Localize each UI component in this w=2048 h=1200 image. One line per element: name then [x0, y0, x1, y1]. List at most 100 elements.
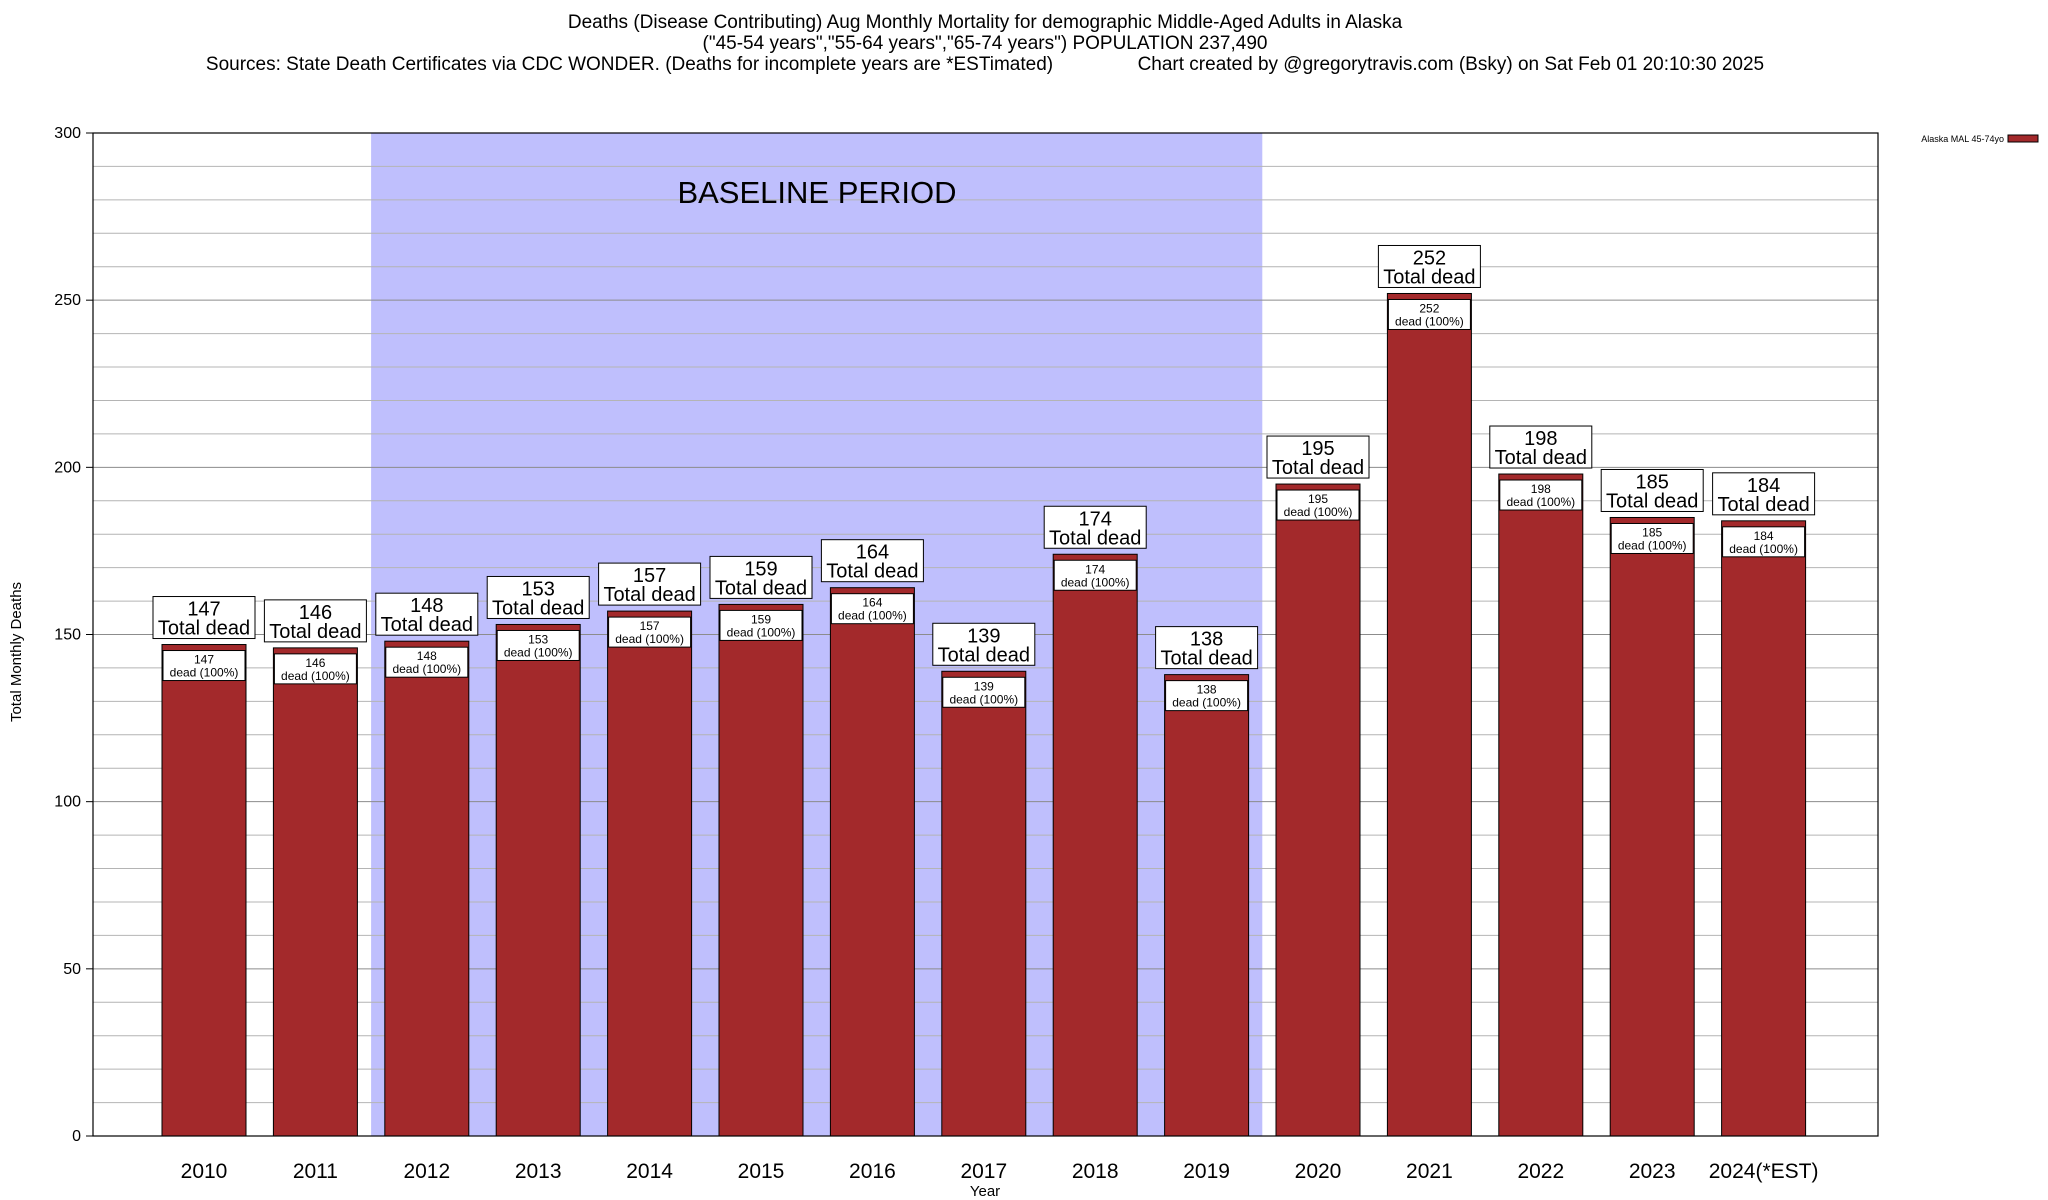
bar — [161, 644, 247, 1137]
total-value-label: 195 — [1301, 438, 1334, 460]
y-tick-label: 150 — [54, 627, 81, 644]
inner-label-box — [162, 650, 246, 682]
inner-value-label: 159 — [751, 612, 771, 626]
inner-percent-label: dead (100%) — [838, 609, 907, 623]
baseline-period-label: BASELINE PERIOD — [677, 175, 956, 210]
total-dead-label: Total dead — [1606, 490, 1698, 512]
inner-value-label: 138 — [1197, 683, 1217, 697]
x-tick-label: 2023 — [1629, 1160, 1676, 1183]
total-label-box — [1043, 505, 1147, 549]
bar — [1498, 473, 1584, 1137]
total-value-label: 148 — [410, 595, 443, 617]
x-tick-label: 2022 — [1517, 1160, 1564, 1183]
inner-label-box — [608, 616, 692, 648]
inner-value-label: 153 — [528, 632, 548, 646]
total-dead-label: Total dead — [1272, 457, 1364, 479]
x-tick-label: 2010 — [181, 1160, 228, 1183]
inner-percent-label: dead (100%) — [1284, 505, 1353, 519]
inner-percent-label: dead (100%) — [1395, 314, 1464, 328]
x-tick-label: 2015 — [738, 1160, 785, 1183]
total-dead-label: Total dead — [938, 644, 1030, 666]
total-label-box — [375, 592, 479, 636]
x-tick-label: 2014 — [626, 1160, 673, 1183]
total-value-label: 153 — [522, 578, 555, 600]
inner-percent-label: dead (100%) — [615, 632, 684, 646]
inner-label-box — [1610, 522, 1694, 554]
total-value-label: 139 — [967, 625, 1000, 647]
chart-titles: Deaths (Disease Contributing) Aug Monthl… — [0, 12, 1970, 75]
total-value-label: 252 — [1413, 247, 1446, 269]
bar — [272, 647, 358, 1137]
y-tick-label: 100 — [54, 794, 81, 811]
total-dead-label: Total dead — [603, 584, 695, 606]
total-value-label: 146 — [299, 602, 332, 624]
inner-label-box — [1276, 489, 1360, 521]
total-dead-label: Total dead — [381, 614, 473, 636]
total-dead-label: Total dead — [715, 577, 807, 599]
total-label-box — [263, 599, 367, 643]
inner-percent-label: dead (100%) — [170, 666, 239, 680]
total-value-label: 147 — [187, 599, 220, 621]
legend-label: Alaska MAL 45-74yo — [1921, 134, 2004, 144]
inner-label-box — [385, 646, 469, 678]
bar — [1275, 483, 1361, 1137]
chart-subtitle: ("45-54 years","55-64 years","65-74 year… — [702, 33, 1268, 54]
inner-percent-label: dead (100%) — [1506, 495, 1575, 509]
chart-source-line: Sources: State Death Certificates via CD… — [0, 54, 1970, 75]
total-dead-label: Total dead — [158, 618, 250, 640]
inner-value-label: 184 — [1754, 529, 1774, 543]
bar — [607, 610, 693, 1137]
inner-label-box — [1499, 479, 1583, 511]
inner-value-label: 198 — [1531, 482, 1551, 496]
x-tick-label: 2016 — [849, 1160, 896, 1183]
bar — [1386, 292, 1472, 1137]
total-label-box — [1600, 468, 1704, 512]
y-axis-label: Total Monthly Deaths — [8, 582, 25, 722]
total-value-label: 138 — [1190, 629, 1223, 651]
bar — [829, 587, 915, 1137]
bar — [1609, 516, 1695, 1137]
bar — [1052, 553, 1138, 1137]
inner-percent-label: dead (100%) — [1618, 538, 1687, 552]
total-dead-label: Total dead — [826, 561, 918, 583]
inner-value-label: 146 — [305, 656, 325, 670]
total-value-label: 157 — [633, 565, 666, 587]
inner-label-box — [1165, 680, 1249, 712]
inner-label-box — [830, 593, 914, 625]
inner-value-label: 185 — [1642, 525, 1662, 539]
total-dead-label: Total dead — [492, 597, 584, 619]
x-axis-label: Year — [970, 1183, 1000, 1200]
x-tick-label: 2011 — [293, 1160, 338, 1183]
x-tick-label: 2018 — [1072, 1160, 1119, 1183]
x-tick-label: 2012 — [403, 1160, 450, 1183]
total-value-label: 164 — [856, 542, 889, 564]
inner-value-label: 252 — [1419, 301, 1439, 315]
total-label-box — [1712, 472, 1816, 516]
inner-label-box — [1722, 526, 1806, 558]
credit-text: Chart created by @gregorytravis.com (Bsk… — [1137, 54, 1765, 75]
x-tick-label: 2024(*EST) — [1709, 1160, 1819, 1183]
chart-title: Deaths (Disease Contributing) Aug Monthl… — [567, 12, 1403, 33]
total-dead-label: Total dead — [1383, 266, 1475, 288]
total-value-label: 174 — [1079, 508, 1112, 530]
x-tick-label: 2019 — [1183, 1160, 1230, 1183]
total-dead-label: Total dead — [1717, 494, 1809, 516]
total-label-box — [598, 562, 702, 606]
inner-value-label: 148 — [417, 649, 437, 663]
y-tick-label: 0 — [72, 1128, 81, 1145]
bar — [384, 640, 470, 1137]
inner-label-box — [1053, 559, 1137, 591]
y-tick-label: 200 — [54, 459, 81, 476]
inner-percent-label: dead (100%) — [504, 645, 573, 659]
source-text: Sources: State Death Certificates via CD… — [205, 54, 1054, 75]
total-value-label: 159 — [744, 558, 777, 580]
inner-value-label: 157 — [640, 619, 660, 633]
total-label-box — [709, 555, 813, 599]
x-tick-label: 2020 — [1295, 1160, 1342, 1183]
total-dead-label: Total dead — [1160, 648, 1252, 670]
total-label-box — [1155, 626, 1259, 670]
total-label-box — [1266, 435, 1370, 479]
bar — [941, 670, 1027, 1137]
inner-value-label: 164 — [862, 596, 882, 610]
